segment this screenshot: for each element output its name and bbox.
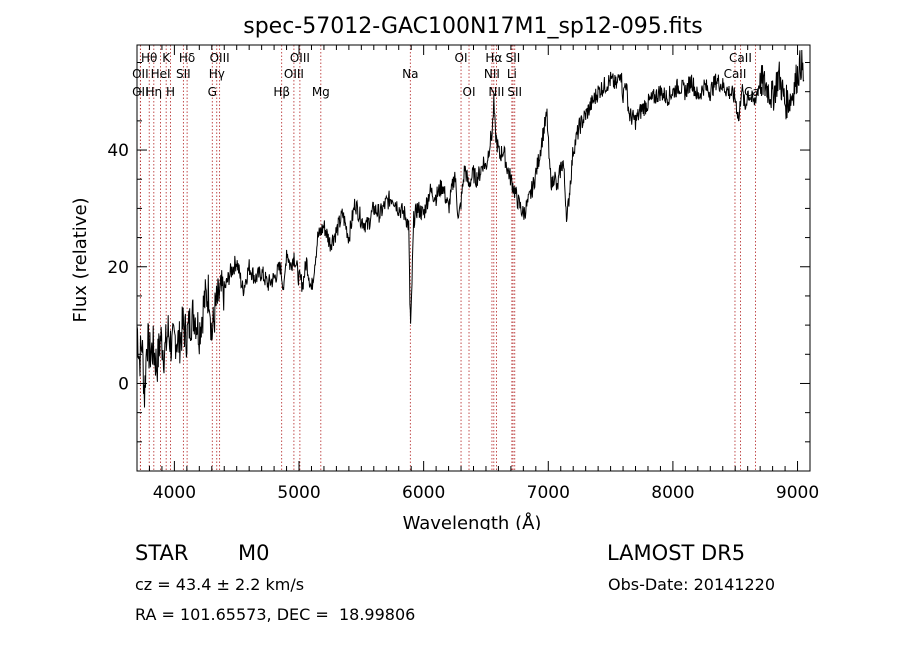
y-tick-label: 20 <box>107 258 129 278</box>
spectral-line-label: NII <box>484 67 500 81</box>
x-tick-label: 9000 <box>776 483 819 503</box>
spectral-line-label: Hα <box>485 51 502 65</box>
chart-title: spec-57012-GAC100N17M1_sp12-095.fits <box>243 14 703 39</box>
spectral-line-label: Hθ <box>141 51 157 65</box>
spectral-line-label: Hδ <box>179 51 195 65</box>
spectrum-chart: spec-57012-GAC100N17M1_sp12-095.fits Hθ O… <box>70 14 819 530</box>
x-tick-label: 4000 <box>153 483 196 503</box>
x-tick-label: 7000 <box>527 483 570 503</box>
spectral-line-label: HeI <box>151 67 171 81</box>
y-tick-label: 0 <box>118 374 129 394</box>
y-axis-label: Flux (relative) <box>70 197 91 322</box>
spectral-line-label: Na <box>402 67 418 81</box>
spectral-line-label: OIII <box>284 67 304 81</box>
spectral-line-label: OII <box>132 67 149 81</box>
spectral-line-label: CaII <box>724 67 747 81</box>
spectral-line-label: OI <box>463 85 476 99</box>
y-axis-ticks: 0 20 40 <box>107 62 810 443</box>
spectral-line-label: Hγ <box>209 67 225 81</box>
spectral-line-markers <box>139 45 756 471</box>
object-subclass: M0 <box>238 541 270 565</box>
coordinates: RA = 101.65573, DEC = 18.99806 <box>135 605 416 624</box>
redshift-text: cz = 43.4 ± 2.2 km/s <box>135 575 305 594</box>
spectral-line-label: OIII <box>210 51 230 65</box>
spectrum-line <box>136 49 805 408</box>
spectral-line-label: Mg <box>312 85 330 99</box>
obs-date: Obs-Date: 20141220 <box>608 575 776 594</box>
spectral-line-label: SII <box>507 85 522 99</box>
x-tick-label: 5000 <box>277 483 320 503</box>
spectral-line-label: NII <box>488 85 504 99</box>
survey-name: LAMOST DR5 <box>607 541 746 565</box>
spectral-line-label: Hη <box>146 85 163 99</box>
spectral-line-label: Li <box>507 67 517 81</box>
spectral-line-label: K <box>162 51 171 65</box>
spectral-line-label: G <box>208 85 217 99</box>
spectral-line-label: OIII <box>290 51 310 65</box>
spectral-line-label: SII <box>176 67 191 81</box>
object-class: STAR <box>135 541 189 565</box>
spectral-line-label: OI <box>455 51 468 65</box>
x-axis-label: Wavelength (Å) <box>403 512 542 530</box>
spectral-line-label: CaII <box>729 51 752 65</box>
spectral-line-label: H <box>166 85 175 99</box>
plot-frame <box>136 44 811 472</box>
x-tick-label: 6000 <box>402 483 445 503</box>
spectral-line-label: SII <box>506 51 521 65</box>
spectral-line-label: Hβ <box>273 85 290 99</box>
y-tick-label: 40 <box>107 141 129 161</box>
x-tick-label: 8000 <box>651 483 694 503</box>
x-axis-ticks: 4000 5000 6000 7000 8000 9000 <box>148 45 819 503</box>
